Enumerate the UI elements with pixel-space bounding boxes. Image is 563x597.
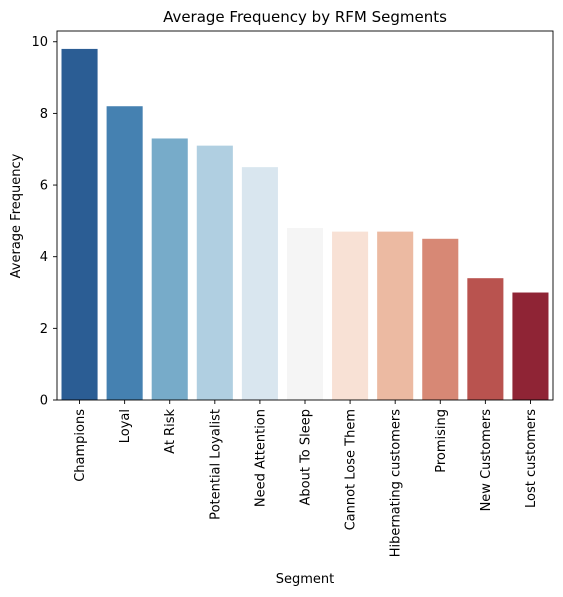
x-tick-label: Cannot Lose Them <box>344 409 359 530</box>
x-tick-label: About To Sleep <box>299 409 314 506</box>
chart-title: Average Frequency by RFM Segments <box>163 8 447 26</box>
x-tick-label: At Risk <box>163 409 178 454</box>
y-tick-label: 10 <box>31 35 48 50</box>
x-tick-label: Potential Loyalist <box>208 409 223 520</box>
bar-lost-customers <box>512 292 549 400</box>
bars-group <box>61 48 549 401</box>
bar-champions <box>61 48 98 400</box>
y-tick-label: 2 <box>40 322 48 337</box>
y-tick-label: 8 <box>40 107 48 122</box>
y-axis-ticks: 0 2 4 6 8 10 <box>31 35 57 409</box>
bar-loyal <box>106 106 143 401</box>
x-tick-label: Need Attention <box>253 409 268 507</box>
x-tick-label: Loyal <box>118 409 133 443</box>
y-tick-label: 6 <box>40 179 48 194</box>
x-axis-ticks: Champions Loyal At Risk Potential Loyalist N… <box>73 400 539 557</box>
y-tick-label: 4 <box>40 250 48 265</box>
bar-new-customers <box>467 278 504 400</box>
x-tick-label: Lost customers <box>524 409 539 508</box>
x-tick-label: Promising <box>434 409 449 473</box>
bar-cannot-lose-them <box>332 231 369 400</box>
bar-need-attention <box>241 167 278 400</box>
y-tick-label: 0 <box>40 394 48 409</box>
bar-promising <box>422 238 459 400</box>
bar-hibernating-customers <box>377 231 414 400</box>
x-tick-label: New Customers <box>479 409 494 512</box>
bar-potential-loyalist <box>196 145 233 400</box>
x-tick-label: Hibernating customers <box>389 409 404 558</box>
bar-at-risk <box>151 138 188 401</box>
x-tick-label: Champions <box>73 409 88 482</box>
bar-about-to-sleep <box>286 228 324 400</box>
x-axis-label: Segment <box>276 572 335 587</box>
plot-frame <box>56 30 554 401</box>
y-axis-label: Average Frequency <box>9 153 24 278</box>
